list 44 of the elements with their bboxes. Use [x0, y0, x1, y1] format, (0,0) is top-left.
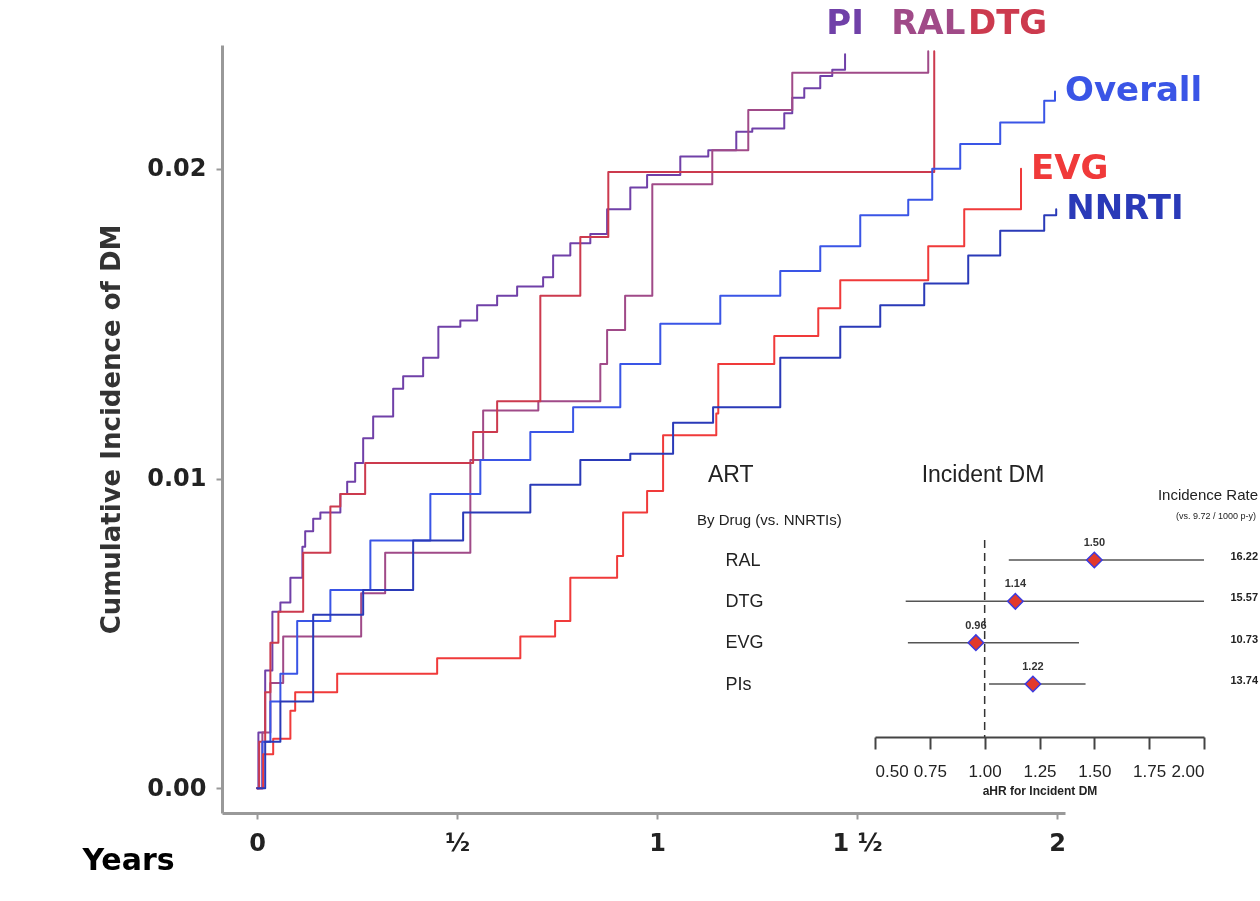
- text: 13.74: [1230, 674, 1259, 686]
- series-label: NNRTI: [1066, 187, 1184, 228]
- x-tick-label: ½: [445, 828, 471, 857]
- text: Incidence Rate: [1157, 486, 1258, 503]
- x-axis-title: Years: [81, 841, 175, 877]
- point: [967, 634, 985, 652]
- x-tick-label: 0.75: [913, 761, 947, 781]
- series-label: PI: [826, 2, 864, 42]
- point: [1024, 675, 1042, 693]
- y-tick-label: 0.02: [147, 154, 207, 183]
- x-tick-label: 1.25: [1023, 761, 1057, 781]
- annotation: By Drug (vs. NNRTIs): [697, 511, 842, 528]
- data-label: 1.50: [1083, 536, 1106, 548]
- x-axis-title: aHR for Incident DM: [982, 783, 1098, 798]
- y-axis-title: ART: [708, 461, 754, 487]
- x-tick-label: 0: [249, 828, 267, 857]
- data-label: 1.14: [1004, 577, 1027, 590]
- y-tick-label: EVG: [725, 632, 764, 653]
- x-tick-label: 1 ½: [832, 828, 883, 857]
- point: [1006, 592, 1024, 610]
- y-tick-label: 0.01: [147, 464, 207, 493]
- point: [1085, 551, 1103, 569]
- y-tick-label: 0.00: [147, 773, 207, 802]
- series-label: DTG: [967, 2, 1048, 42]
- x-tick-label: 2.00: [1171, 761, 1205, 781]
- chart-title: Incident DM: [921, 461, 1045, 487]
- x-tick-label: 2: [1049, 828, 1066, 857]
- text: (vs. 9.72 / 1000 p-y): [1175, 511, 1256, 521]
- series-label: EVG: [1031, 146, 1109, 187]
- y-tick-label: DTG: [725, 590, 764, 611]
- y-tick-label: RAL: [725, 549, 761, 570]
- data-label: 1.22: [1022, 660, 1044, 672]
- y-tick-label: PIs: [725, 673, 752, 694]
- series-label: Overall: [1065, 69, 1203, 110]
- text: 10.73: [1230, 632, 1258, 645]
- text: 15.57: [1230, 591, 1258, 604]
- x-tick-label: 1.50: [1078, 761, 1112, 781]
- y-axis-title: Cumulative Incidence of DM: [96, 224, 127, 635]
- x-tick-label: 1.00: [968, 761, 1002, 781]
- x-tick-label: 0.50: [875, 761, 909, 781]
- text: 16.22: [1230, 550, 1258, 562]
- x-tick-label: 1: [649, 828, 666, 857]
- x-tick-label: 1.75: [1133, 761, 1167, 781]
- series-label: RAL: [891, 2, 966, 42]
